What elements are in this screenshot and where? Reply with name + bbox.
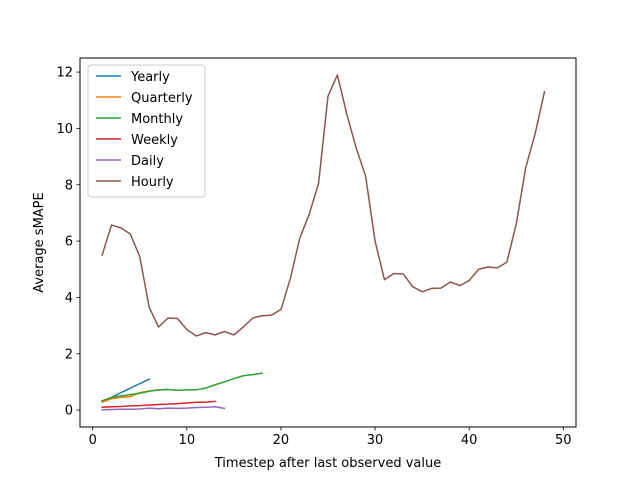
y-tick-label: 8: [65, 178, 73, 193]
series-line-weekly: [101, 400, 216, 409]
x-tick-label: 50: [555, 433, 572, 448]
x-tick-label: 40: [461, 433, 478, 448]
y-tick-label: 12: [56, 66, 73, 81]
x-axis-label: Timestep after last observed value: [214, 456, 441, 471]
legend-label-hourly: Hourly: [131, 175, 174, 190]
y-axis: 0 2 4 6 8 10 12: [56, 66, 80, 419]
legend-frame: [87, 64, 206, 198]
x-tick-label: 20: [273, 433, 290, 448]
legend-label-yearly: Yearly: [130, 70, 170, 85]
y-tick-label: 2: [65, 347, 73, 362]
legend: Yearly Quarterly Monthly Weekly Daily Hourly: [87, 64, 206, 198]
x-tick-label: 30: [367, 433, 384, 448]
y-tick-label: 10: [56, 122, 73, 137]
plot-frame: [79, 57, 577, 428]
series-line-hourly: [101, 74, 546, 337]
legend-label-quarterly: Quarterly: [131, 91, 193, 106]
legend-label-monthly: Monthly: [131, 112, 183, 127]
y-tick-label: 6: [65, 235, 73, 250]
y-tick-label: 0: [65, 404, 73, 419]
series-layer: [101, 74, 546, 411]
y-axis-label: Average sMAPE: [32, 192, 47, 292]
x-tick-label: 10: [179, 433, 196, 448]
y-tick-label: 4: [65, 291, 73, 306]
legend-label-daily: Daily: [131, 154, 164, 169]
x-tick-label: 0: [89, 433, 97, 448]
series-line-monthly: [101, 372, 263, 402]
x-axis: 0 10 20 30 40 50: [89, 427, 572, 448]
legend-label-weekly: Weekly: [131, 133, 178, 148]
series-line-daily: [101, 405, 226, 411]
